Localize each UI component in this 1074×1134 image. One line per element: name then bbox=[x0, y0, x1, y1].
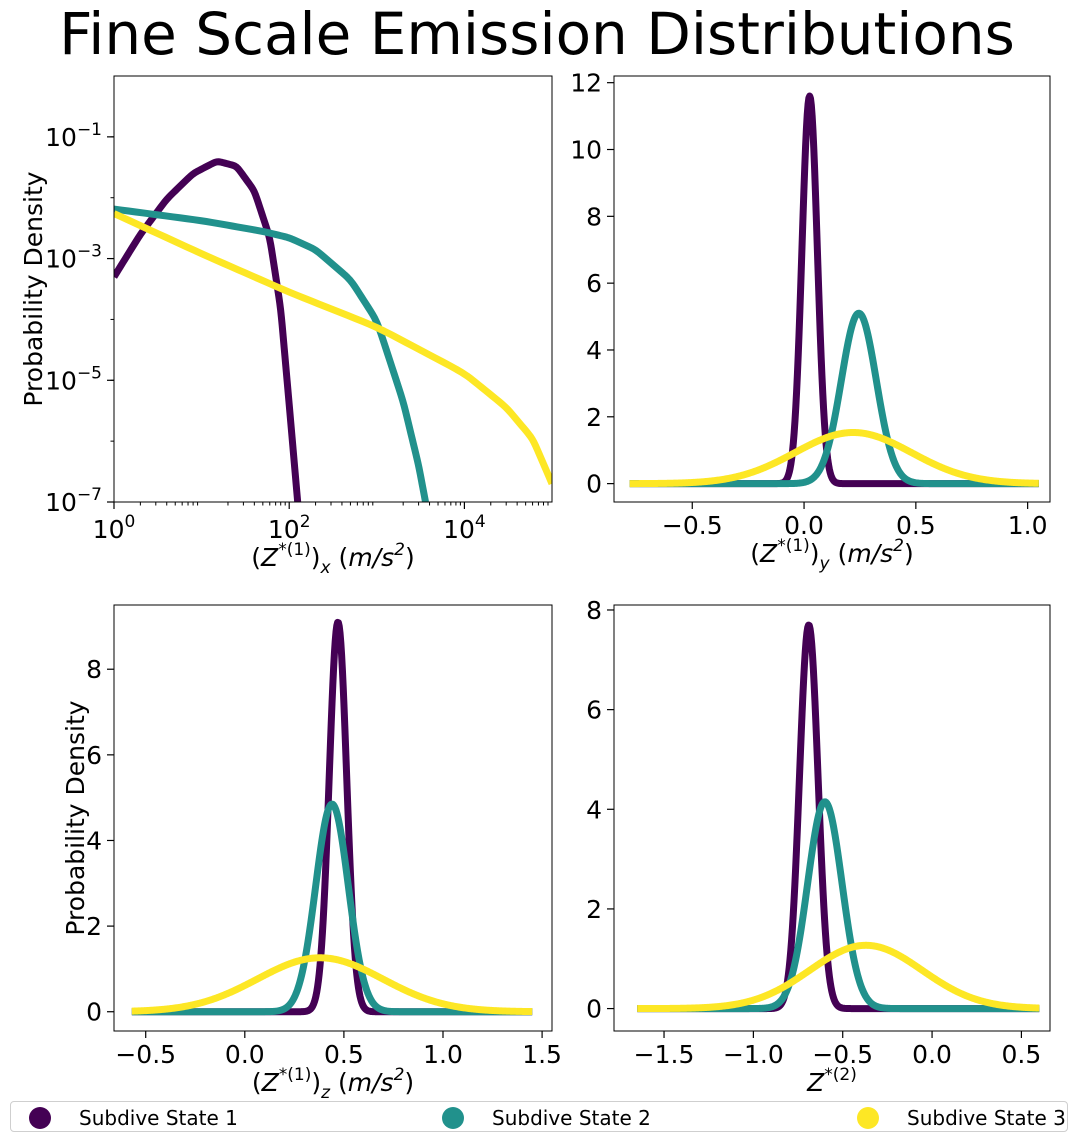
legend-marker-state1 bbox=[29, 1106, 51, 1129]
y-axis-label: Probability Density bbox=[61, 700, 90, 935]
chart-panel-bottom-left: −0.5 0.0 0.5 1.0 1.5 0 2 4 6 8 (Z*(1))z (m/s2) Prob… bbox=[61, 604, 562, 1100]
chart-panel-bottom-right: −1.5 −1.0 −0.5 0.0 0.5 0 2 4 6 8 Z*(2) bbox=[586, 596, 1051, 1097]
legend-item-state1: Subdive State 1 bbox=[29, 1102, 238, 1133]
x-tick-label: 0.5 bbox=[896, 511, 936, 540]
legend-label: Subdive State 2 bbox=[492, 1105, 651, 1130]
y-tick-label: 8 bbox=[586, 202, 602, 231]
x-tick-label: 102 bbox=[268, 512, 311, 544]
series-line-state2 bbox=[129, 800, 535, 1016]
y-axis-label: Probability Density bbox=[19, 171, 48, 406]
x-tick-label: −0.5 bbox=[812, 1040, 873, 1069]
y-tick-label: 4 bbox=[586, 795, 602, 824]
chart-panel-top-left: 100 102 104 10−1 10−3 10−5 10−7 (Z*(1))x (m/s2)… bbox=[19, 75, 553, 578]
y-tick-label: 2 bbox=[86, 912, 102, 941]
legend-marker-state2 bbox=[442, 1106, 464, 1129]
x-axis-label: Z*(2) bbox=[806, 1065, 857, 1097]
plot-frame bbox=[113, 75, 553, 503]
series-line-state2 bbox=[626, 309, 1042, 488]
x-tick-label: −0.5 bbox=[662, 511, 723, 540]
x-tick-label: 104 bbox=[443, 512, 486, 544]
x-axis-label: (Z*(1))x (m/s2) bbox=[251, 540, 414, 578]
x-tick-label: 0.0 bbox=[912, 1040, 952, 1069]
y-tick-label: 10−5 bbox=[45, 363, 102, 395]
legend-marker-state3 bbox=[857, 1106, 879, 1129]
y-tick-label: 6 bbox=[86, 741, 102, 770]
y-tick-label: 10 bbox=[570, 136, 602, 165]
plot-frame bbox=[113, 604, 553, 1032]
y-tick-label: 0 bbox=[586, 470, 602, 499]
y-tick-label: 4 bbox=[86, 826, 102, 855]
x-tick-label: 100 bbox=[93, 512, 136, 544]
y-tick-label: 12 bbox=[570, 69, 602, 98]
x-tick-label: 0.0 bbox=[225, 1040, 265, 1069]
series-line-state1 bbox=[129, 618, 535, 1016]
legend-label: Subdive State 3 bbox=[907, 1105, 1066, 1130]
chart-title: Fine Scale Emission Distributions bbox=[59, 0, 1015, 68]
series-line-state3 bbox=[129, 954, 535, 1016]
chart-panel-top-right: −0.5 0.0 0.5 1.0 0 2 4 6 8 10 12 (Z*(1))y (m/s2) bbox=[570, 69, 1051, 574]
y-tick-label: 2 bbox=[586, 403, 602, 432]
plot-frame bbox=[613, 75, 1051, 503]
x-tick-label: −1.5 bbox=[634, 1040, 695, 1069]
x-tick-label: 1.5 bbox=[522, 1040, 562, 1069]
x-tick-label: 0.5 bbox=[1002, 1040, 1042, 1069]
series-line-state2 bbox=[634, 798, 1042, 1013]
legend: Subdive State 1 Subdive State 2 Subdive … bbox=[10, 1101, 1068, 1132]
y-tick-label: 6 bbox=[586, 269, 602, 298]
series-line-state1 bbox=[114, 158, 302, 502]
y-tick-label: 10−1 bbox=[45, 120, 102, 152]
x-tick-label: 0.5 bbox=[324, 1040, 364, 1069]
y-tick-label: 10−3 bbox=[45, 242, 102, 274]
x-axis-label: (Z*(1))y (m/s2) bbox=[750, 536, 913, 574]
x-tick-label: −0.5 bbox=[115, 1040, 176, 1069]
series-line-state3 bbox=[626, 429, 1042, 488]
y-tick-label: 4 bbox=[586, 336, 602, 365]
legend-item-state3: Subdive State 3 bbox=[857, 1102, 1066, 1133]
legend-label: Subdive State 1 bbox=[79, 1105, 238, 1130]
y-tick-label: 0 bbox=[86, 998, 102, 1027]
x-tick-label: 1.0 bbox=[423, 1040, 463, 1069]
series-line-state3 bbox=[634, 941, 1042, 1013]
y-tick-label: 6 bbox=[586, 696, 602, 725]
legend-item-state2: Subdive State 2 bbox=[442, 1102, 651, 1133]
plot-frame bbox=[613, 604, 1051, 1032]
y-tick-label: 8 bbox=[586, 596, 602, 625]
y-tick-label: 8 bbox=[86, 655, 102, 684]
series-line-state3 bbox=[114, 210, 552, 486]
y-tick-label: 2 bbox=[586, 895, 602, 924]
x-axis-label: (Z*(1))z (m/s2) bbox=[252, 1065, 414, 1100]
y-tick-label: 10−7 bbox=[45, 485, 102, 517]
series-line-state2 bbox=[114, 205, 429, 502]
x-tick-label: 0.0 bbox=[784, 511, 824, 540]
x-tick-label: −1.0 bbox=[723, 1040, 784, 1069]
y-tick-label: 0 bbox=[586, 995, 602, 1024]
x-tick-label: 1.0 bbox=[1008, 511, 1048, 540]
